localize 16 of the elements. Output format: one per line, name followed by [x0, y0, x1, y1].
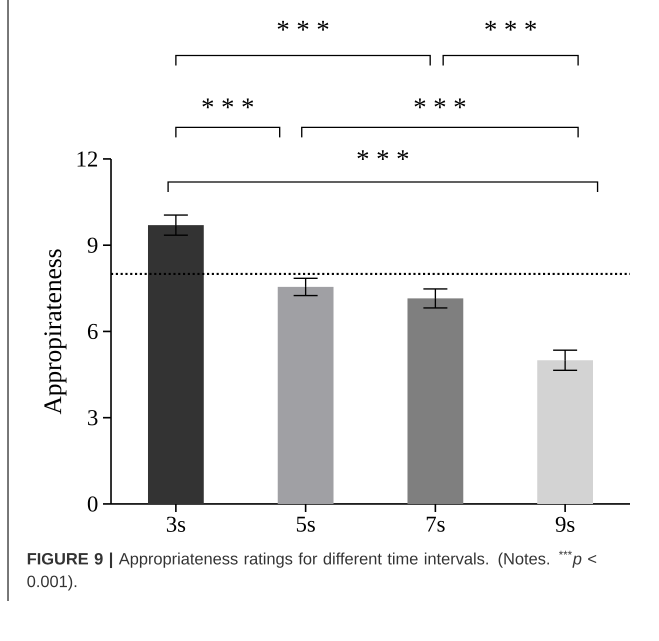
y-tick-label: 3 — [88, 410, 98, 426]
x-tick-label: 3s — [166, 516, 186, 532]
y-tick-label: 12 — [78, 151, 98, 166]
y-tick-label: 9 — [88, 238, 98, 253]
x-tick-label: 7s — [426, 516, 445, 532]
text: * * * — [278, 20, 328, 31]
text: FIGURE 9 | Appropriateness ratings for different time intervals. (Notes. $^{***}$p < 0.001). — [27, 550, 596, 590]
x-tick-label: 9s — [556, 516, 574, 532]
x-tick-label: 5s — [296, 516, 315, 532]
text: * * * — [202, 98, 254, 108]
y-tick-label: 6 — [88, 324, 98, 340]
y-tick-label: 0 — [88, 496, 98, 512]
text: * * * — [485, 20, 536, 31]
annotation: * * * — [357, 150, 408, 160]
y-axis-title: Appropirateness — [44, 249, 66, 414]
text: * * * — [414, 98, 466, 108]
